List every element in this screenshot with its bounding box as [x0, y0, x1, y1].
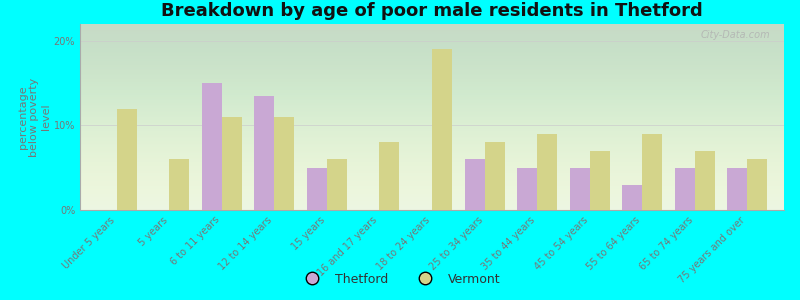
- Bar: [727, 168, 747, 210]
- Bar: [254, 96, 274, 210]
- Bar: [379, 142, 399, 210]
- Bar: [674, 168, 694, 210]
- Bar: [590, 151, 610, 210]
- Bar: [202, 83, 222, 210]
- Bar: [117, 109, 137, 210]
- Bar: [170, 159, 190, 210]
- Bar: [327, 159, 347, 210]
- Bar: [274, 117, 294, 210]
- Bar: [537, 134, 557, 210]
- Text: City-Data.com: City-Data.com: [700, 30, 770, 40]
- Bar: [432, 50, 452, 210]
- Bar: [622, 184, 642, 210]
- Bar: [465, 159, 485, 210]
- Bar: [570, 168, 590, 210]
- Y-axis label: percentage
below poverty
level: percentage below poverty level: [18, 77, 51, 157]
- Legend: Thetford, Vermont: Thetford, Vermont: [294, 268, 506, 291]
- Bar: [485, 142, 505, 210]
- Bar: [694, 151, 714, 210]
- Bar: [642, 134, 662, 210]
- Bar: [307, 168, 327, 210]
- Bar: [747, 159, 767, 210]
- Title: Breakdown by age of poor male residents in Thetford: Breakdown by age of poor male residents …: [161, 2, 703, 20]
- Bar: [517, 168, 537, 210]
- Bar: [222, 117, 242, 210]
